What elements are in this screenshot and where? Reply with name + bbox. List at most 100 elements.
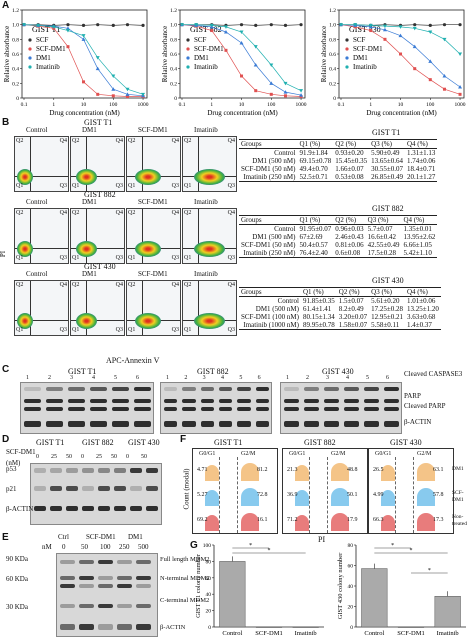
point-SCF-DM1 [224, 48, 228, 52]
point-SCF [239, 23, 244, 27]
quadrant-line-v [197, 209, 199, 263]
histogram-peak-g2 [417, 463, 435, 481]
point-SCF [269, 23, 273, 27]
flow-plot: Q2 Q4 Q1 Q3 [126, 280, 181, 336]
blot-band [68, 399, 85, 403]
flow-condition-label: Imatinib [194, 126, 218, 134]
protein-label: β-ACTIN [6, 505, 34, 513]
lane-number: 5 [239, 375, 243, 381]
table-cell: 5.61±0.20 [371, 297, 400, 305]
quadrant-label: Q2 [128, 210, 136, 216]
legend-marker [345, 65, 349, 69]
point-SCF-DM1 [82, 80, 86, 84]
lane-number: 1 [26, 375, 29, 381]
quadrant-label: Q1 [184, 255, 192, 261]
cell-population [17, 313, 33, 330]
quadrant-label: Q1 [72, 255, 80, 261]
blot-band [182, 407, 196, 411]
cell-population [194, 241, 225, 258]
table-cell: 1.66±0.07 [335, 165, 364, 173]
significance-star: * [410, 548, 413, 554]
table-header-cell: Q4 (%) [404, 139, 438, 149]
lane-number: 2 [48, 375, 51, 381]
blot-band [82, 486, 94, 491]
point-SCF [141, 23, 145, 27]
blot-band [324, 399, 339, 403]
blot-band [98, 506, 110, 511]
blot-band [79, 560, 94, 564]
blot-image [280, 382, 402, 434]
blot-band [134, 421, 151, 427]
table-row: DM1 (500 nM) 67±2.69 2.46±0.43 16.6±0.42 13.… [239, 233, 437, 241]
g0g1-percent: 66.3 [373, 517, 384, 523]
colony-chart-1: 0 20 40 60 80 GIST 430 colony number Control SC… [337, 543, 466, 637]
condition-label: Non-treated [452, 514, 467, 527]
quadrant-label: Q1 [184, 183, 192, 189]
blot-band [304, 399, 319, 403]
category-label: Control [364, 630, 384, 637]
quadrant-line-h [71, 175, 124, 177]
histogram-peak-g1 [295, 490, 309, 506]
quadrant-label: Q2 [184, 138, 192, 144]
group-label: Ctrl [58, 533, 69, 541]
gate-line [309, 457, 310, 533]
y-tick-label: 0 [333, 96, 336, 102]
blot-band [304, 407, 319, 411]
blot-band [68, 387, 85, 391]
blot-band [112, 387, 129, 391]
table-cell: 49.4±0.70 [299, 165, 328, 173]
blot-band [219, 421, 233, 427]
quadrant-label: Q4 [171, 138, 179, 144]
blot-band [82, 506, 94, 511]
table-cell: 3.20±0.07 [338, 313, 368, 321]
quadrant-label: Q3 [115, 255, 123, 261]
g0g1-percent: 26.5 [373, 467, 384, 473]
point-Imatinib [339, 23, 343, 27]
y-tick-label: 0.8 [329, 37, 336, 43]
x-axis-label: Drug concentration (nM) [366, 109, 437, 117]
table-cell: 0.6±0.08 [333, 249, 366, 258]
protein-label: β-ACTIN [160, 624, 186, 631]
point-DM1 [283, 90, 288, 94]
chart-a-1: 0 0.2 0.4 0.6 0.8 1.0 1.2 0.1 1 10 100 1000 Drug con… [161, 8, 307, 117]
table-cell: 20.1±1.27 [404, 173, 438, 182]
point-Imatinib [194, 23, 199, 27]
blot-band [237, 387, 251, 391]
table-header-cell: Q2 (%) [336, 287, 370, 297]
table-row: Imatinib (250 nM) 76.4±2.40 0.6±0.08 17.5±0… [239, 249, 438, 258]
dose-label: 0 [62, 543, 66, 551]
x-tick-label: 100 [267, 102, 276, 108]
y-tick-label: 0 [16, 96, 19, 102]
table-cell: 0.96±0.03 [335, 225, 364, 233]
legend-marker [345, 56, 349, 60]
point-SCF-DM1 [413, 67, 417, 71]
table-cell: SCF-DM1 (50 nM) [241, 241, 296, 249]
y-tick-label: 40 [206, 592, 212, 598]
histogram-peak-g1 [295, 465, 309, 481]
point-Imatinib [81, 34, 86, 38]
blot-title: GIST 430 [322, 367, 354, 376]
table-cell: 76.4±2.40 [297, 249, 334, 258]
blot-band [46, 387, 63, 391]
blot-band [79, 604, 94, 608]
table-cell: 17.5±0.28 [365, 249, 402, 258]
x-tick-label: 10 [81, 102, 87, 108]
table-cell: 1.4±0.37 [404, 321, 441, 330]
histogram-peak-g1 [381, 465, 395, 481]
point-SCF-DM1 [458, 92, 462, 96]
blot-band [136, 576, 151, 580]
blot-band [117, 624, 132, 630]
table-cell: 5.42±1.10 [401, 249, 438, 258]
y-tick-label: 0.8 [12, 37, 19, 43]
blot-band [136, 604, 151, 608]
blot-band [364, 387, 379, 391]
dose-label: 100 [100, 543, 111, 551]
point-DM1 [253, 63, 258, 67]
point-SCF [66, 23, 70, 27]
lane-number: 3 [326, 375, 329, 381]
y-tick-label: 1.0 [170, 23, 177, 29]
blot-band [304, 421, 319, 427]
blot-band [200, 399, 214, 403]
x-tick-label: 1000 [455, 102, 466, 108]
table-row: Imatinib (250 nM) 52.5±0.71 0.53±0.08 26.85… [239, 173, 438, 182]
